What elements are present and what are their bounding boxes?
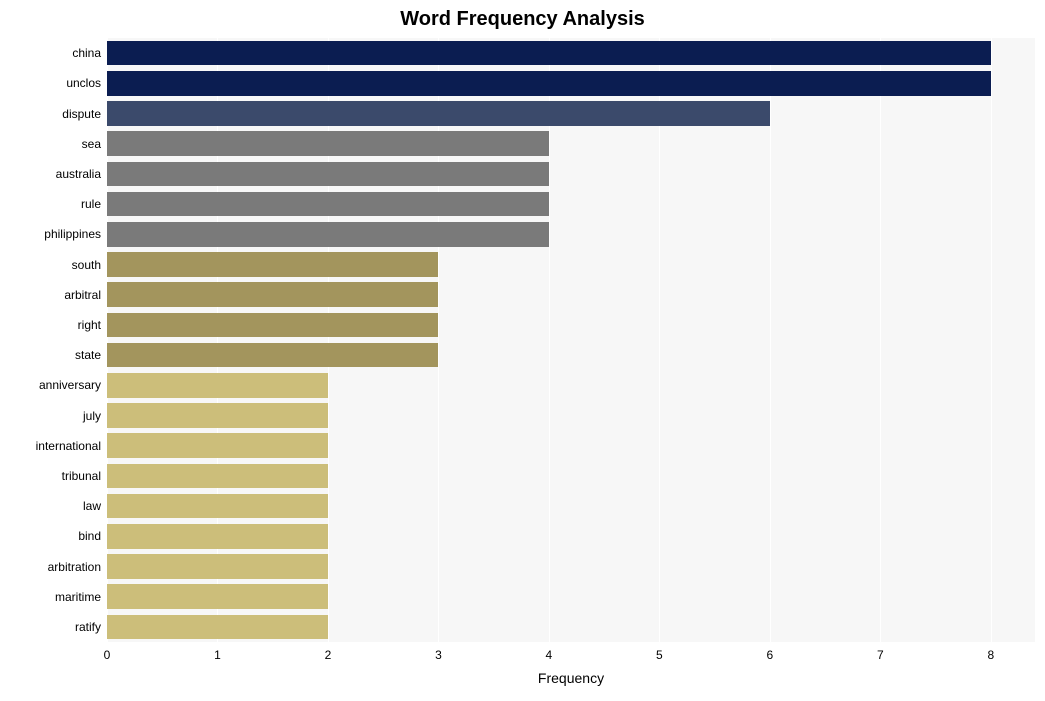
- x-axis-label: Frequency: [538, 670, 604, 686]
- bar: [107, 433, 328, 458]
- y-tick-label: rule: [81, 197, 101, 211]
- bar: [107, 343, 438, 368]
- bar: [107, 222, 549, 247]
- bar: [107, 71, 991, 96]
- plot-area: 012345678chinaunclosdisputeseaaustraliar…: [107, 38, 1035, 642]
- bar: [107, 41, 991, 66]
- bar: [107, 403, 328, 428]
- y-tick-label: international: [36, 439, 101, 453]
- y-tick-label: tribunal: [62, 469, 101, 483]
- y-tick-label: right: [78, 318, 101, 332]
- gridline: [107, 38, 108, 642]
- chart-title: Word Frequency Analysis: [0, 8, 1045, 31]
- y-tick-label: arbitration: [48, 560, 101, 574]
- gridline: [549, 38, 550, 642]
- y-tick-label: dispute: [62, 107, 101, 121]
- x-tick-label: 0: [104, 648, 111, 662]
- y-tick-label: unclos: [66, 76, 101, 90]
- gridline: [770, 38, 771, 642]
- y-tick-label: arbitral: [64, 288, 101, 302]
- gridline: [991, 38, 992, 642]
- x-tick-label: 5: [656, 648, 663, 662]
- bar: [107, 282, 438, 307]
- y-tick-label: july: [83, 409, 101, 423]
- gridline: [659, 38, 660, 642]
- bar: [107, 524, 328, 549]
- bar: [107, 101, 770, 126]
- bar: [107, 373, 328, 398]
- bar: [107, 494, 328, 519]
- y-tick-label: law: [83, 499, 101, 513]
- y-tick-label: bind: [78, 529, 101, 543]
- gridline: [328, 38, 329, 642]
- y-tick-label: sea: [82, 137, 101, 151]
- gridline: [880, 38, 881, 642]
- y-tick-label: australia: [56, 167, 101, 181]
- y-tick-label: state: [75, 348, 101, 362]
- y-tick-label: anniversary: [39, 378, 101, 392]
- word-frequency-chart: Word Frequency Analysis 012345678chinaun…: [0, 0, 1045, 701]
- bar: [107, 464, 328, 489]
- bar: [107, 192, 549, 217]
- gridline: [217, 38, 218, 642]
- x-tick-label: 3: [435, 648, 442, 662]
- bar: [107, 162, 549, 187]
- bar: [107, 615, 328, 640]
- y-tick-label: china: [72, 46, 101, 60]
- y-tick-label: ratify: [75, 620, 101, 634]
- x-tick-label: 2: [325, 648, 332, 662]
- bar: [107, 554, 328, 579]
- bar: [107, 584, 328, 609]
- x-tick-label: 4: [546, 648, 553, 662]
- x-tick-label: 1: [214, 648, 221, 662]
- y-tick-label: philippines: [44, 227, 101, 241]
- y-tick-label: maritime: [55, 590, 101, 604]
- y-tick-label: south: [72, 258, 101, 272]
- gridline: [438, 38, 439, 642]
- bar: [107, 313, 438, 338]
- bar: [107, 131, 549, 156]
- x-tick-label: 7: [877, 648, 884, 662]
- x-tick-label: 8: [987, 648, 994, 662]
- x-tick-label: 6: [767, 648, 774, 662]
- bar: [107, 252, 438, 277]
